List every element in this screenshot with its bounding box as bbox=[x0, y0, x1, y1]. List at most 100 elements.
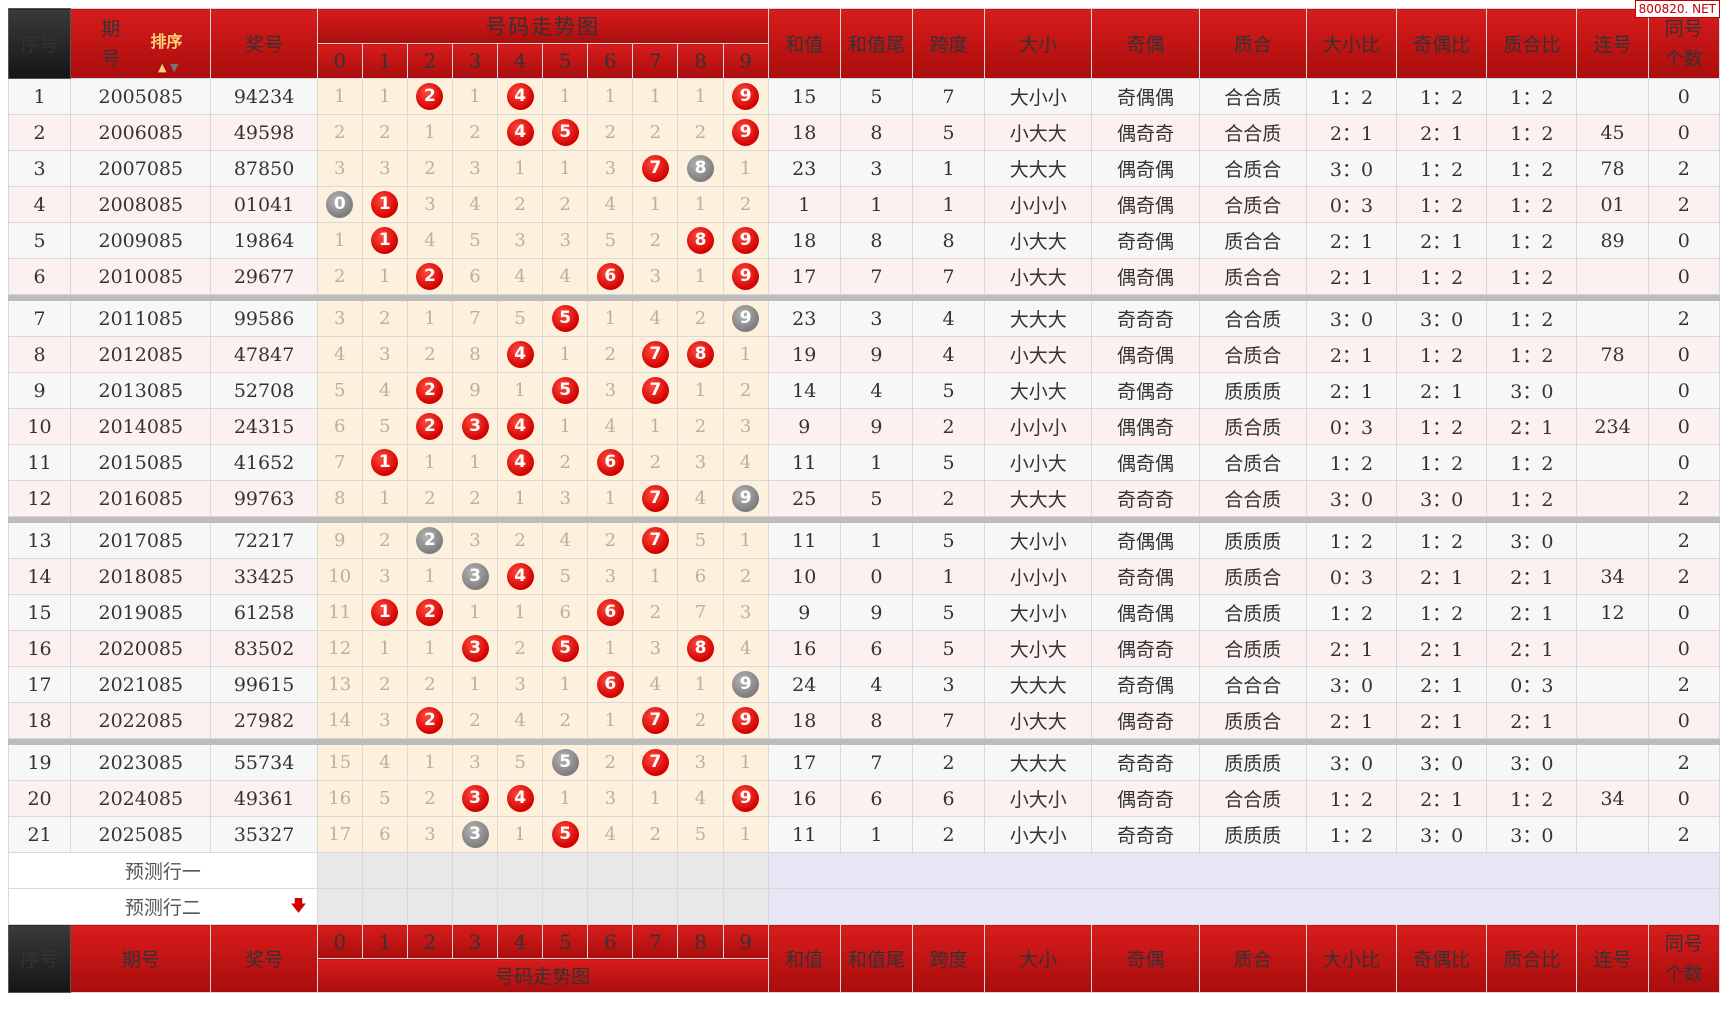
row-size-ratio: 2：1 bbox=[1305, 258, 1398, 295]
row-same-count: 2 bbox=[1647, 300, 1721, 337]
trend-cell: 3 bbox=[451, 150, 499, 187]
prediction-digit-cell[interactable] bbox=[497, 852, 544, 889]
site-watermark: 800820. NET bbox=[1634, 0, 1720, 18]
row-primecomp: 质合质 bbox=[1198, 408, 1307, 445]
number-ball: 7 bbox=[641, 485, 669, 512]
trend-cell: 2 bbox=[587, 114, 634, 151]
prediction-digit-cell[interactable] bbox=[361, 888, 408, 925]
row-oddeven-ratio: 3：0 bbox=[1396, 300, 1488, 337]
row-same-count: 0 bbox=[1647, 780, 1721, 817]
sort-up-icon[interactable]: ▲ bbox=[157, 61, 167, 74]
trend-cell: 2 bbox=[722, 372, 769, 409]
row-prize-number: 49361 bbox=[210, 780, 318, 817]
row-same-count: 0 bbox=[1647, 78, 1721, 115]
trend-cell: 3 bbox=[451, 744, 499, 781]
number-ball: 7 bbox=[641, 527, 669, 554]
prediction-digit-cell[interactable] bbox=[406, 888, 453, 925]
row-oddeven: 奇偶偶 bbox=[1091, 78, 1200, 115]
trend-cell: 4 bbox=[451, 186, 499, 223]
sort-toggle[interactable]: 排序 bbox=[150, 32, 183, 51]
row-size-ratio: 2：1 bbox=[1305, 336, 1398, 373]
trend-cell: 1 bbox=[722, 744, 769, 781]
table-body: 1 2005085 94234 1 1 2 1 4 1 1 1 1 9 15 5 7 大小小 奇偶偶 合合质 1：2 1… bbox=[7, 78, 1721, 925]
col-issue-header[interactable]: 期 号 排序 ▲ ▼ bbox=[70, 8, 212, 79]
col-size-header: 大小 bbox=[984, 8, 1093, 79]
trend-cell: 1 bbox=[497, 372, 544, 409]
row-issue: 2010085 bbox=[70, 258, 212, 295]
trend-cell: 4 bbox=[722, 630, 769, 667]
trend-cell: 3 bbox=[677, 744, 724, 781]
prediction-digit-cell[interactable] bbox=[722, 852, 769, 889]
sort-down-icon[interactable]: ▼ bbox=[169, 61, 179, 74]
prediction-digit-cell[interactable] bbox=[361, 852, 408, 889]
trend-digit-header: 3 bbox=[451, 43, 499, 79]
prediction-row[interactable]: 预测行二 🡇 bbox=[8, 888, 1721, 925]
row-oddeven-ratio: 2：1 bbox=[1396, 666, 1488, 703]
trend-cell: 5 bbox=[542, 300, 589, 337]
footer-digit-header: 1 bbox=[361, 924, 408, 959]
prediction-digit-cell[interactable] bbox=[316, 852, 363, 889]
trend-cell: 3 bbox=[451, 780, 499, 817]
row-span: 4 bbox=[911, 336, 986, 373]
prediction-digit-cell[interactable] bbox=[451, 888, 499, 925]
prediction-digit-cell[interactable] bbox=[632, 852, 679, 889]
prediction-digit-cell[interactable] bbox=[587, 852, 634, 889]
trend-cell: 5 bbox=[497, 744, 544, 781]
row-oddeven: 偶奇偶 bbox=[1091, 444, 1200, 481]
row-same-count: 2 bbox=[1647, 816, 1721, 853]
trend-cell: 2 bbox=[632, 114, 679, 151]
trend-cell: 9 bbox=[722, 222, 769, 259]
prediction-digit-cell[interactable] bbox=[451, 852, 499, 889]
trend-cell: 2 bbox=[542, 444, 589, 481]
prediction-digit-cell[interactable] bbox=[542, 852, 589, 889]
trend-cell: 4 bbox=[632, 666, 679, 703]
trend-cell: 5 bbox=[542, 114, 589, 151]
number-ball: 7 bbox=[641, 341, 669, 368]
row-size-ratio: 0：3 bbox=[1305, 186, 1398, 223]
prediction-digit-cell[interactable] bbox=[722, 888, 769, 925]
table-row: 8 2012085 47847 4 3 2 8 4 1 2 7 8 1 19 9 4 小大大 偶奇偶 合质合 2：1 1… bbox=[7, 336, 1721, 373]
trend-cell: 5 bbox=[677, 816, 724, 853]
trend-cell: 8 bbox=[316, 480, 363, 517]
prediction-row[interactable]: 预测行一 bbox=[8, 852, 1721, 889]
col-oddeven-ratio-header: 奇偶比 bbox=[1396, 8, 1488, 79]
prediction-digit-cell[interactable] bbox=[406, 852, 453, 889]
trend-cell: 7 bbox=[451, 300, 499, 337]
number-ball: 4 bbox=[506, 785, 534, 812]
trend-cell: 9 bbox=[722, 480, 769, 517]
footer-col-size: 大小 bbox=[984, 924, 1093, 993]
footer-col-oddeven: 奇偶 bbox=[1091, 924, 1200, 993]
number-ball: 3 bbox=[461, 413, 489, 440]
trend-cell: 4 bbox=[497, 78, 544, 115]
prediction-digit-cell[interactable] bbox=[632, 888, 679, 925]
trend-cell: 9 bbox=[722, 666, 769, 703]
prediction-digit-cell[interactable] bbox=[497, 888, 544, 925]
number-ball: 3 bbox=[461, 785, 489, 812]
trend-cell: 3 bbox=[497, 666, 544, 703]
row-oddeven-ratio: 1：2 bbox=[1396, 150, 1488, 187]
trend-cell: 1 bbox=[497, 480, 544, 517]
trend-cell: 1 bbox=[451, 78, 499, 115]
row-sum-tail: 6 bbox=[839, 780, 914, 817]
row-size: 大大大 bbox=[984, 744, 1093, 781]
trend-cell: 4 bbox=[542, 522, 589, 559]
row-primecomp: 质质质 bbox=[1198, 744, 1307, 781]
row-size: 小大大 bbox=[984, 114, 1093, 151]
row-issue: 2023085 bbox=[70, 744, 212, 781]
trend-cell: 4 bbox=[361, 744, 408, 781]
number-ball: 9 bbox=[732, 707, 760, 734]
table-row: 4 2008085 01041 0 1 3 4 2 2 4 1 1 2 1 1 1 小小小 偶奇偶 合质合 0：3 1：… bbox=[7, 186, 1721, 223]
prediction-digit-cell[interactable] bbox=[542, 888, 589, 925]
prediction-digit-cell[interactable] bbox=[677, 852, 724, 889]
prediction-digit-cell[interactable] bbox=[316, 888, 363, 925]
scroll-down-arrow-icon[interactable]: 🡇 bbox=[290, 896, 307, 915]
footer-col-span: 跨度 bbox=[911, 924, 986, 993]
prediction-digit-cell[interactable] bbox=[587, 888, 634, 925]
trend-cell: 2 bbox=[406, 78, 453, 115]
row-span: 5 bbox=[911, 444, 986, 481]
trend-cell: 6 bbox=[587, 444, 634, 481]
row-index: 5 bbox=[7, 222, 72, 259]
trend-cell: 4 bbox=[542, 258, 589, 295]
row-index: 7 bbox=[7, 300, 72, 337]
prediction-digit-cell[interactable] bbox=[677, 888, 724, 925]
